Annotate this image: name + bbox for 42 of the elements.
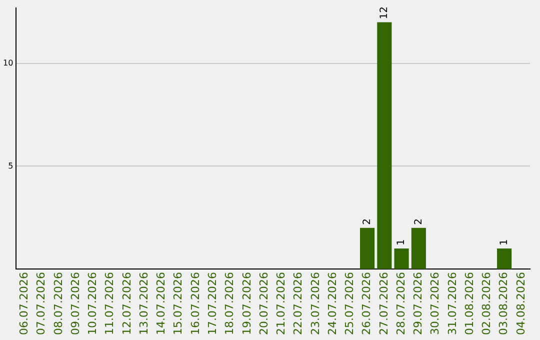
data-label: 12 (379, 6, 390, 20)
x-tick-label: 26.07.2026 (360, 272, 374, 336)
x-tick-label: 14.07.2026 (154, 272, 168, 336)
bar (377, 22, 392, 270)
bar (394, 248, 409, 270)
data-label: 1 (498, 239, 510, 246)
x-tick-label: 20.07.2026 (257, 272, 270, 336)
x-tick-label: 21.07.2026 (274, 272, 288, 336)
x-tick-label: 03.08.2026 (497, 272, 510, 336)
x-tick-label: 10.07.2026 (86, 272, 100, 336)
x-tick-label: 16.07.2026 (188, 272, 202, 336)
x-tick-label: 13.07.2026 (137, 272, 150, 336)
x-tick-label: 07.07.2026 (34, 272, 48, 336)
data-label: 2 (413, 218, 424, 225)
data-label: 1 (396, 239, 408, 246)
x-tick-label: 15.07.2026 (172, 272, 185, 336)
x-tick-label: 24.07.2026 (326, 272, 339, 336)
y-tick-label: 5 (8, 161, 14, 170)
x-tick-label: 19.07.2026 (240, 272, 254, 336)
x-tick-label: 04.08.2026 (514, 272, 528, 336)
x-tick-label: 22.07.2026 (292, 272, 305, 336)
x-tick-label: 27.07.2026 (377, 272, 390, 336)
x-tick-label: 11.07.2026 (103, 272, 116, 336)
x-tick-label: 29.07.2026 (412, 272, 425, 336)
x-tick-label: 12.07.2026 (120, 272, 134, 336)
x-tick-label: 28.07.2026 (394, 272, 408, 336)
x-tick-label: 01.08.2026 (462, 272, 476, 336)
bar (411, 228, 426, 270)
x-tick-label: 31.07.2026 (446, 272, 459, 336)
x-tick-label: 09.07.2026 (68, 272, 82, 336)
x-tick-label: 18.07.2026 (223, 272, 236, 336)
x-tick-label: 23.07.2026 (308, 272, 322, 336)
x-tick-label: 30.07.2026 (428, 272, 442, 336)
data-label: 2 (362, 218, 373, 225)
x-tick-label: 25.07.2026 (343, 272, 356, 336)
bar (497, 248, 512, 270)
x-tick-label: 06.07.2026 (18, 272, 31, 336)
x-tick-label: 02.08.2026 (480, 272, 494, 336)
x-tick-label: 17.07.2026 (206, 272, 220, 336)
bar (360, 228, 375, 270)
y-tick-label: 10 (2, 58, 14, 68)
x-tick-label: 08.07.2026 (52, 272, 65, 336)
